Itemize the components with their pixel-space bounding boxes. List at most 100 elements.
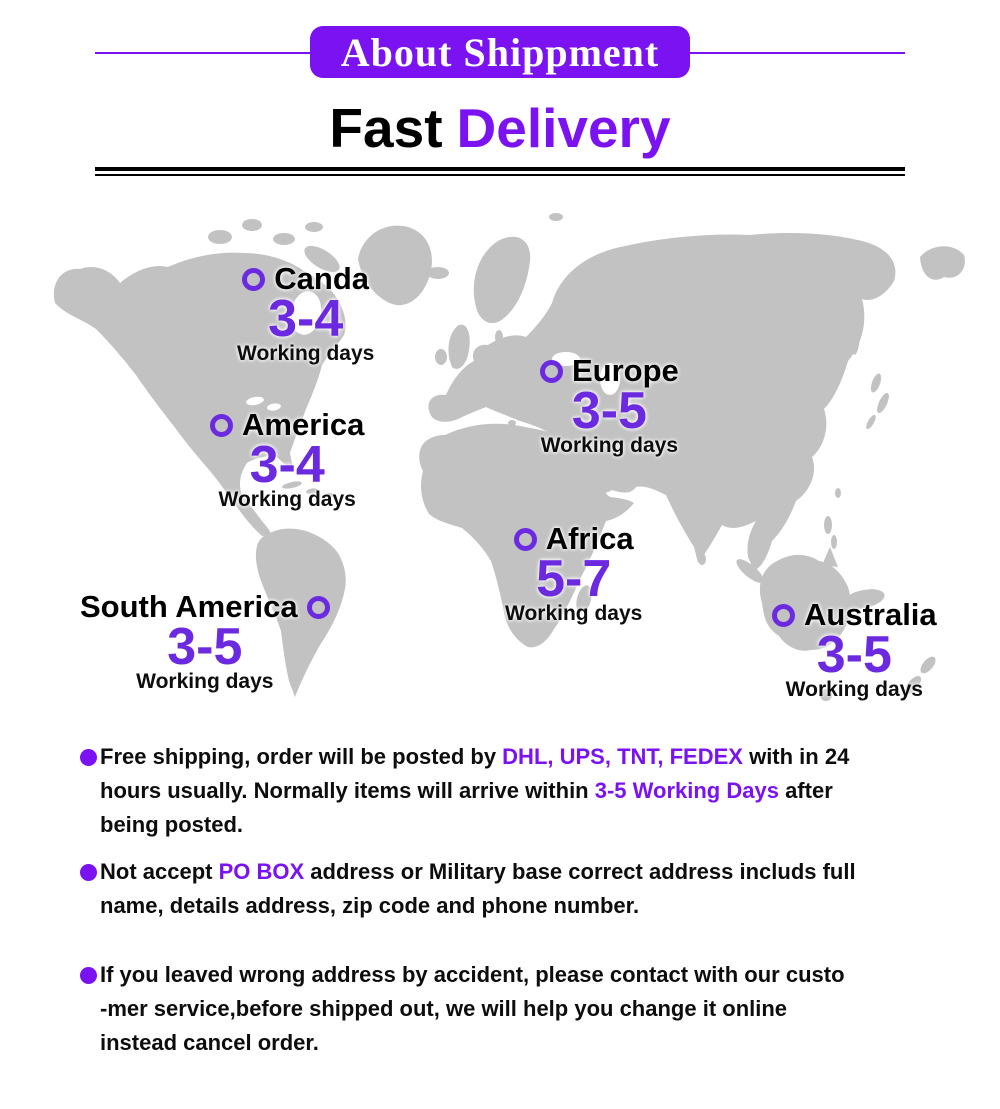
note-po-box: Not accept PO BOX address or Military ba… bbox=[80, 855, 970, 923]
note-text: address or Military base correct address… bbox=[304, 859, 856, 884]
shipping-notes: Free shipping, order will be posted by D… bbox=[80, 740, 970, 1073]
canada-unit: Working days bbox=[237, 342, 375, 365]
note-text-carriers: DHL, UPS, TNT, FEDEX bbox=[502, 744, 743, 769]
island-tasmania bbox=[820, 689, 832, 701]
hudson-bay bbox=[290, 291, 322, 335]
map-label-europe: Europe 3-5 Working days bbox=[540, 354, 679, 458]
island-hispaniola bbox=[306, 488, 318, 494]
note-wrong-address: If you leaved wrong address by accident,… bbox=[80, 958, 970, 1060]
note-text: instead cancel order. bbox=[100, 1030, 319, 1055]
island-new-zealand-south bbox=[904, 675, 922, 695]
island-baffin bbox=[304, 245, 340, 273]
europe-marker-icon bbox=[540, 359, 563, 383]
map-label-america: America 3-4 Working days bbox=[210, 408, 364, 512]
island-philippines bbox=[831, 535, 837, 549]
island-sri-lanka bbox=[698, 553, 706, 565]
island-japan bbox=[877, 392, 889, 414]
note-line: -mer service,before shipped out, we will… bbox=[100, 992, 845, 1026]
island-philippines bbox=[824, 516, 832, 534]
great-lake bbox=[246, 396, 264, 406]
canada-days: 3-4 bbox=[268, 290, 344, 348]
continent-eurasia bbox=[428, 233, 896, 571]
island-sumatra bbox=[736, 559, 764, 583]
australia-name: Australia bbox=[804, 597, 937, 632]
europe-days: 3-5 bbox=[571, 382, 647, 440]
page-title: Fast Delivery bbox=[0, 98, 1000, 158]
note-line: Not accept PO BOX address or Military ba… bbox=[100, 855, 856, 889]
caspian-sea bbox=[600, 363, 620, 395]
europe-unit: Working days bbox=[540, 434, 679, 457]
south-america-days: 3-5 bbox=[167, 618, 243, 676]
note-line: If you leaved wrong address by accident,… bbox=[100, 958, 845, 992]
note-line: Free shipping, order will be posted by D… bbox=[100, 740, 849, 774]
island-iceland bbox=[427, 267, 449, 279]
bullet-dot-icon bbox=[80, 864, 97, 881]
africa-days: 5-7 bbox=[536, 550, 612, 608]
south-america-unit: Working days bbox=[136, 670, 274, 693]
continent-australia bbox=[759, 554, 851, 651]
south-america-name: South America bbox=[80, 589, 298, 624]
bullet-dot-icon bbox=[80, 967, 97, 984]
arctic-island bbox=[305, 222, 323, 232]
note-text: being posted. bbox=[100, 812, 243, 837]
title-underline bbox=[95, 167, 905, 176]
note-text: after bbox=[778, 778, 833, 803]
note-text: -mer service,before shipped out, we will… bbox=[100, 996, 788, 1021]
continent-north-america bbox=[53, 252, 346, 536]
note-text: Not accept bbox=[100, 859, 219, 884]
chukotka bbox=[920, 246, 965, 280]
canada-marker-icon bbox=[242, 267, 266, 291]
map-label-canada: Canda 3-4 Working days bbox=[237, 262, 374, 366]
island-ireland bbox=[435, 349, 447, 365]
title-delivery: Delivery bbox=[456, 97, 671, 159]
arctic-island bbox=[208, 230, 232, 244]
note-text: with in 24 bbox=[742, 744, 850, 769]
note-line: being posted. bbox=[100, 808, 849, 842]
island-taiwan bbox=[835, 488, 841, 498]
south-america-marker-icon bbox=[306, 595, 330, 619]
denmark bbox=[495, 330, 503, 344]
underline-thick bbox=[95, 167, 905, 171]
america-name: America bbox=[242, 407, 365, 442]
note-text-working-days: 3-5 Working Days bbox=[594, 778, 779, 803]
about-shipment-badge: About Shippment bbox=[310, 26, 690, 78]
africa-marker-icon bbox=[513, 527, 537, 551]
island-cuba bbox=[282, 481, 302, 489]
island-greenland bbox=[358, 225, 432, 306]
world-map-section: Canda 3-4 Working days America 3-4 Worki… bbox=[0, 195, 1000, 715]
africa-unit: Working days bbox=[505, 602, 643, 625]
canada-name: Canda bbox=[274, 261, 370, 296]
america-unit: Working days bbox=[218, 488, 356, 511]
australia-marker-icon bbox=[772, 603, 795, 627]
map-label-australia: Australia 3-5 Working days bbox=[772, 598, 937, 702]
island-japan bbox=[870, 373, 882, 393]
island-great-britain bbox=[448, 324, 470, 369]
island-new-zealand-north bbox=[920, 656, 936, 674]
note-text: If you leaved wrong address by accident,… bbox=[100, 962, 845, 987]
note-text: name, details address, zip code and phon… bbox=[100, 893, 640, 918]
island-new-guinea bbox=[843, 589, 885, 609]
note-free-shipping: Free shipping, order will be posted by D… bbox=[80, 740, 970, 842]
australia-days: 3-5 bbox=[816, 626, 892, 684]
note-text-po-box: PO BOX bbox=[218, 859, 305, 884]
great-lake bbox=[267, 403, 281, 411]
peninsula-italy bbox=[497, 387, 517, 418]
map-label-south-america: South America 3-5 Working days bbox=[80, 590, 330, 694]
map-label-africa: Africa 5-7 Working days bbox=[505, 522, 642, 626]
peninsula-scandinavia bbox=[473, 236, 531, 324]
america-marker-icon bbox=[210, 413, 233, 437]
arctic-island bbox=[242, 219, 262, 231]
note-text: Free shipping, order will be posted by bbox=[100, 744, 503, 769]
continent-south-america bbox=[255, 528, 346, 697]
cape-york bbox=[822, 547, 838, 567]
europe-name: Europe bbox=[572, 353, 679, 388]
island-sakhalin bbox=[852, 335, 860, 355]
title-fast: Fast bbox=[329, 97, 443, 159]
island-svalbard bbox=[549, 213, 563, 221]
note-line: name, details address, zip code and phon… bbox=[100, 889, 856, 923]
note-text: hours usually. Normally items will arriv… bbox=[100, 778, 595, 803]
africa-name: Africa bbox=[545, 521, 634, 556]
underline-thin bbox=[95, 174, 905, 176]
bullet-dot-icon bbox=[80, 749, 97, 766]
